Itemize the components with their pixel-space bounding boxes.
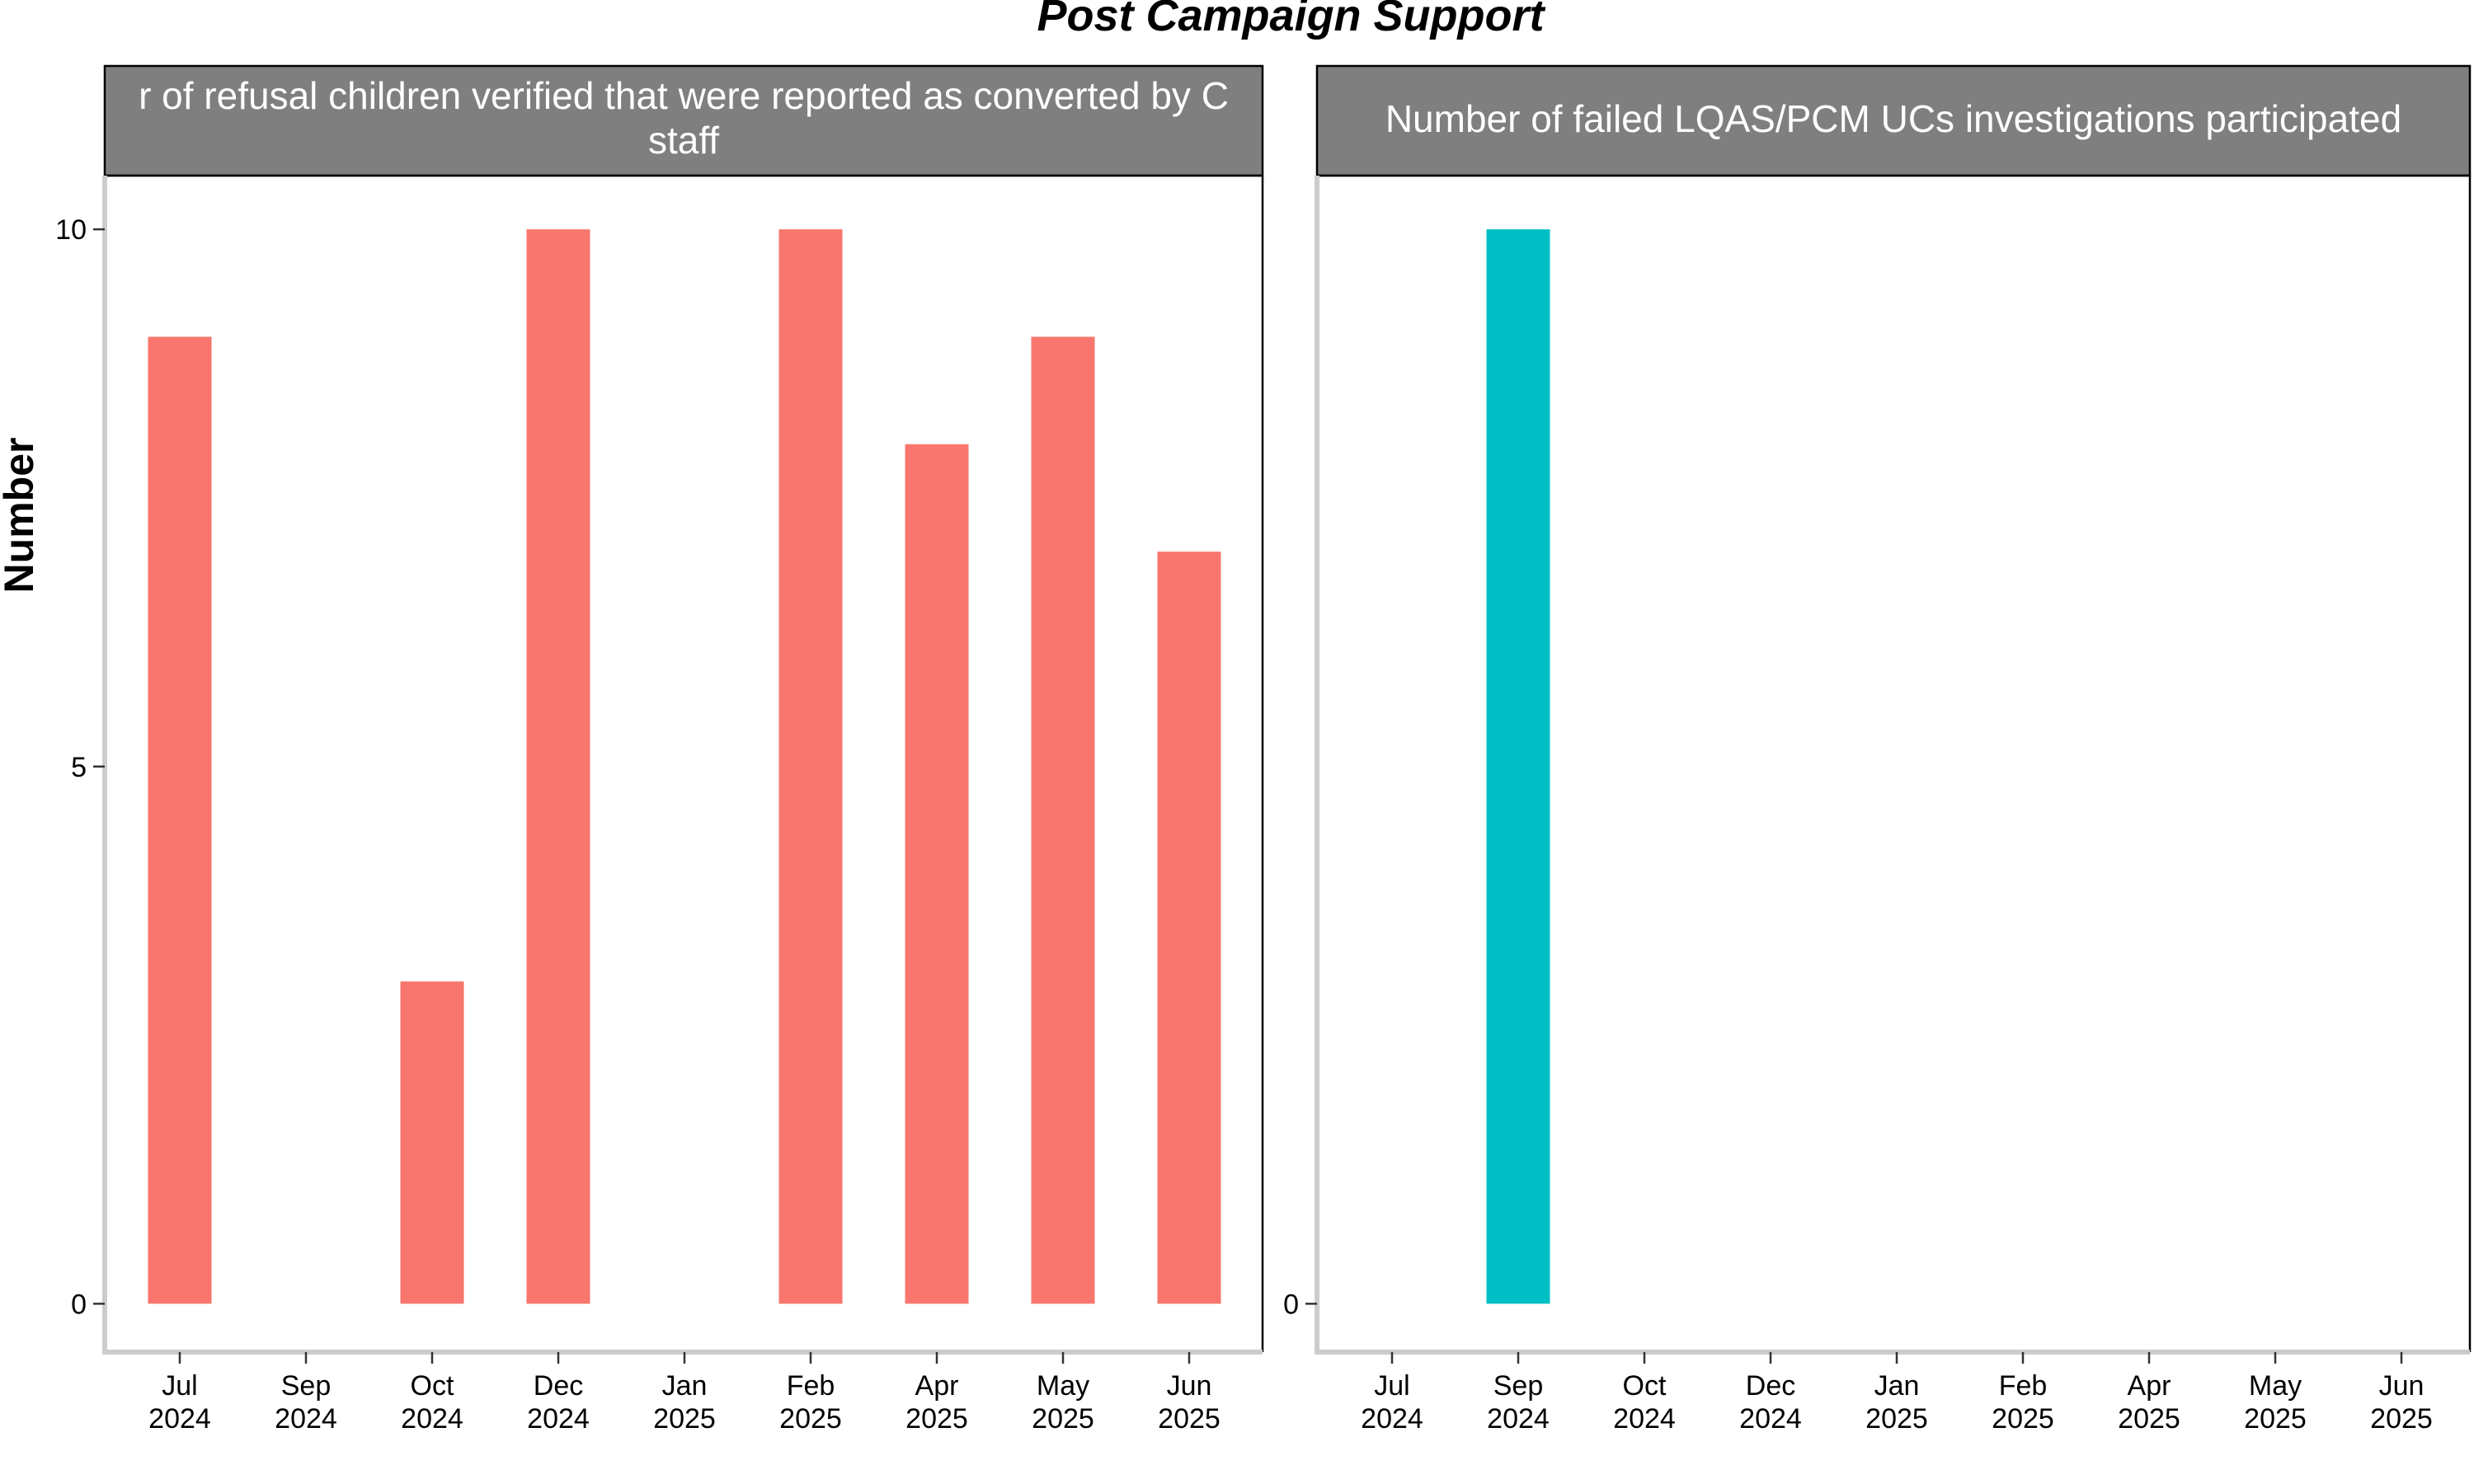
bar — [1157, 552, 1221, 1304]
x-tick-label-year: 2025 — [1032, 1403, 1094, 1435]
x-tick-label-year: 2024 — [527, 1403, 590, 1435]
x-tick-label-year: 2024 — [401, 1403, 463, 1435]
x-tick-label-month: Oct — [411, 1370, 454, 1402]
x-tick-label-month: Dec — [534, 1370, 583, 1402]
strip-title-line: staff — [648, 119, 719, 162]
y-tick-label: 5 — [71, 752, 87, 783]
bar — [905, 444, 969, 1304]
x-tick-label-month: Oct — [1623, 1370, 1667, 1402]
bar — [400, 981, 464, 1304]
x-tick-label-month: Jul — [162, 1370, 197, 1402]
x-tick-label-year: 2025 — [2118, 1403, 2180, 1435]
x-tick-label-month: May — [1037, 1370, 1089, 1402]
strip-title-line: r of refusal children verified that were… — [139, 74, 1229, 117]
x-tick-label-month: Feb — [787, 1370, 835, 1402]
bar — [148, 336, 212, 1304]
bar — [1031, 336, 1095, 1304]
x-tick-label-month: Jun — [2379, 1370, 2425, 1402]
x-tick-label-year: 2025 — [1865, 1403, 1928, 1435]
bar — [1486, 229, 1550, 1304]
x-tick-label-year: 2025 — [905, 1403, 968, 1435]
x-tick-label-month: Apr — [2128, 1370, 2171, 1402]
bar — [526, 229, 590, 1304]
y-tick-label: 10 — [55, 214, 87, 246]
x-tick-label-month: Feb — [1999, 1370, 2048, 1402]
x-tick-label-year: 2025 — [2370, 1403, 2433, 1435]
x-tick-label-month: Jan — [1874, 1370, 1920, 1402]
x-tick-label-month: Jul — [1374, 1370, 1409, 1402]
panel-2: Number of failed LQAS/PCM UCs investigat… — [1283, 64, 2472, 1435]
x-tick-label-month: Jun — [1167, 1370, 1212, 1402]
x-tick-label-month: Sep — [281, 1370, 332, 1402]
y-tick-label: 0 — [1283, 1289, 1299, 1320]
x-tick-label-year: 2024 — [1487, 1403, 1550, 1435]
strip-header — [103, 64, 1264, 177]
x-tick-label-year: 2024 — [148, 1403, 211, 1435]
x-tick-label-year: 2025 — [779, 1403, 842, 1435]
y-axis-label: Number — [0, 438, 42, 594]
x-tick-label-month: Dec — [1746, 1370, 1795, 1402]
bar — [778, 229, 843, 1304]
x-tick-label-year: 2024 — [1361, 1403, 1423, 1435]
y-tick-label: 0 — [71, 1289, 87, 1320]
panel-1: r of refusal children verified that were… — [55, 64, 1264, 1435]
x-tick-label-year: 2024 — [275, 1403, 337, 1435]
x-tick-label-year: 2025 — [653, 1403, 716, 1435]
x-tick-label-month: Apr — [915, 1370, 959, 1402]
x-tick-label-year: 2025 — [1992, 1403, 2054, 1435]
figure-title: Post Campaign Support — [1037, 0, 1545, 40]
x-tick-label-year: 2024 — [1739, 1403, 1802, 1435]
x-tick-label-year: 2025 — [1158, 1403, 1221, 1435]
x-tick-label-month: Jan — [662, 1370, 708, 1402]
strip-title-line: Number of failed LQAS/PCM UCs investigat… — [1385, 97, 2401, 140]
x-tick-label-year: 2024 — [1613, 1403, 1676, 1435]
x-tick-label-month: Sep — [1493, 1370, 1544, 1402]
x-tick-label-year: 2025 — [2244, 1403, 2307, 1435]
x-tick-label-month: May — [2249, 1370, 2302, 1402]
